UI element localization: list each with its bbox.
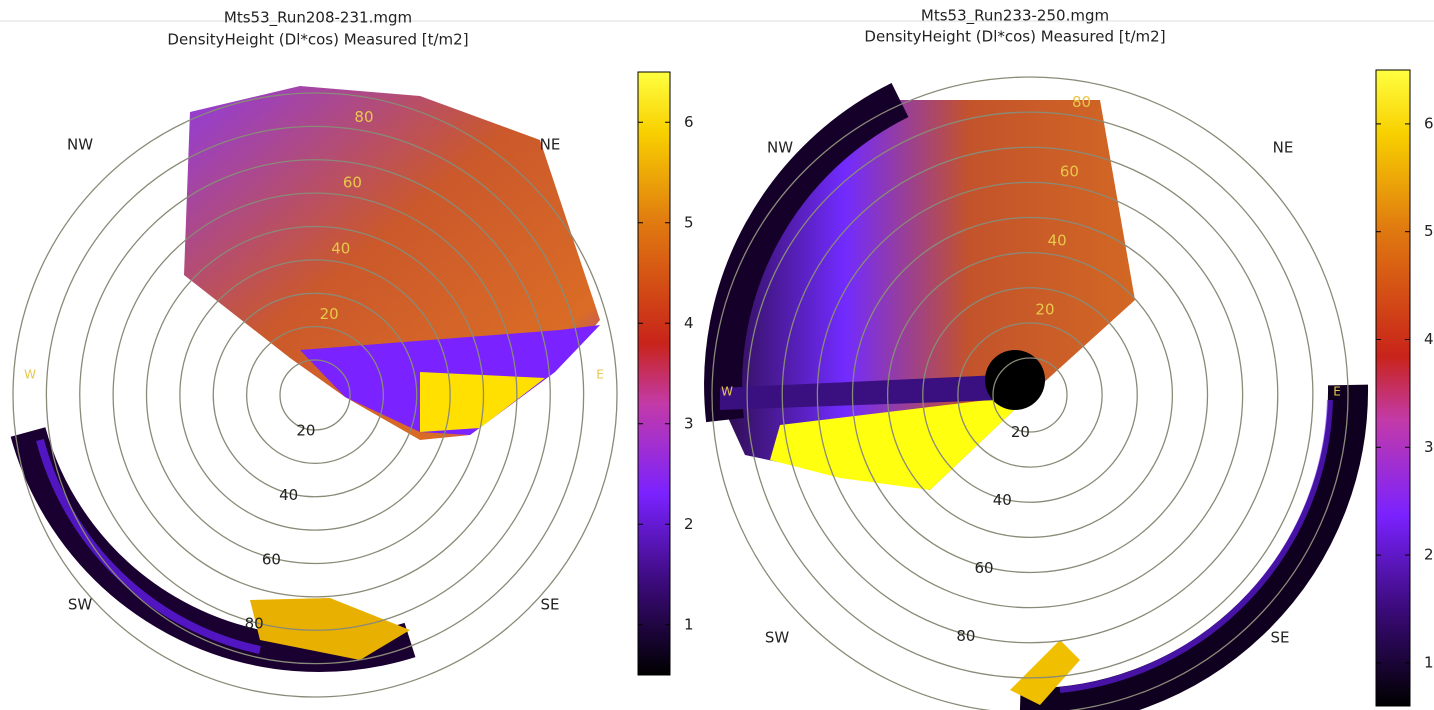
range-ring: [851, 216, 1209, 574]
colorbar-label: 3: [1424, 438, 1434, 456]
direction-label: NW: [67, 136, 93, 154]
heatmap-right: [704, 82, 1369, 710]
range-ring: [79, 159, 551, 631]
range-label: 40: [993, 491, 1012, 509]
range-label: 60: [975, 559, 994, 577]
direction-label: NW: [767, 139, 793, 157]
range-label-upper: 60: [343, 174, 362, 192]
direction-label: W: [721, 385, 733, 399]
range-ring: [781, 146, 1279, 644]
range-label: 20: [296, 421, 315, 439]
range-ring: [816, 181, 1244, 609]
colorbar-label: 4: [1424, 330, 1434, 348]
range-label-upper: 80: [1072, 93, 1091, 111]
direction-label: NE: [1273, 139, 1294, 157]
colorbar-label: 2: [684, 515, 694, 533]
colorbar-label: 4: [684, 314, 694, 332]
direction-label: E: [1333, 385, 1341, 399]
range-ring: [12, 92, 618, 698]
direction-label: NE: [540, 136, 561, 154]
colorbar: [637, 71, 671, 676]
direction-label: SW: [68, 596, 93, 614]
range-ring: [886, 251, 1174, 539]
colorbar-label: 5: [684, 213, 694, 231]
range-ring: [112, 192, 518, 598]
range-ring: [45, 125, 585, 665]
range-label-upper: 80: [354, 108, 373, 126]
chart-title: Mts53_Run233-250.mgm: [921, 7, 1109, 26]
range-label-upper: 60: [1060, 162, 1079, 180]
colorbar-label: 1: [684, 615, 694, 633]
range-label: 80: [956, 627, 975, 645]
range-ring: [711, 76, 1349, 710]
range-label: 60: [262, 550, 281, 568]
direction-label: SE: [1271, 629, 1290, 647]
colorbar-label: 5: [1424, 222, 1434, 240]
range-label-upper: 20: [1035, 301, 1054, 319]
direction-label: W: [24, 368, 36, 382]
range-ring: [957, 322, 1103, 468]
range-ring: [145, 225, 485, 565]
chart-title: Mts53_Run208-231.mgm: [224, 9, 412, 28]
chart-subtitle: DensityHeight (Dl*cos) Measured [t/m2]: [864, 28, 1165, 46]
colorbar-label: 6: [684, 113, 694, 131]
range-ring: [922, 287, 1138, 503]
chart-subtitle: DensityHeight (Dl*cos) Measured [t/m2]: [167, 31, 468, 49]
range-ring: [212, 292, 418, 498]
range-label: 40: [279, 486, 298, 504]
colorbar-label: 3: [684, 414, 694, 432]
range-ring: [245, 325, 385, 465]
range-label-upper: 20: [320, 305, 339, 323]
colorbar: [1375, 69, 1411, 707]
heatmap-left: [10, 86, 600, 672]
range-label: 20: [1011, 423, 1030, 441]
range-label-upper: 40: [331, 239, 350, 257]
range-ring: [179, 259, 451, 531]
range-label-upper: 40: [1048, 231, 1067, 249]
range-ring: [992, 357, 1068, 433]
colorbar-label: 1: [1424, 653, 1434, 671]
direction-label: E: [596, 368, 604, 382]
colorbar-label: 2: [1424, 546, 1434, 564]
range-ring: [746, 111, 1314, 679]
direction-label: SW: [765, 629, 790, 647]
range-ring: [279, 359, 351, 431]
range-label: 80: [245, 615, 264, 633]
direction-label: SE: [541, 596, 560, 614]
colorbar-label: 6: [1424, 114, 1434, 132]
